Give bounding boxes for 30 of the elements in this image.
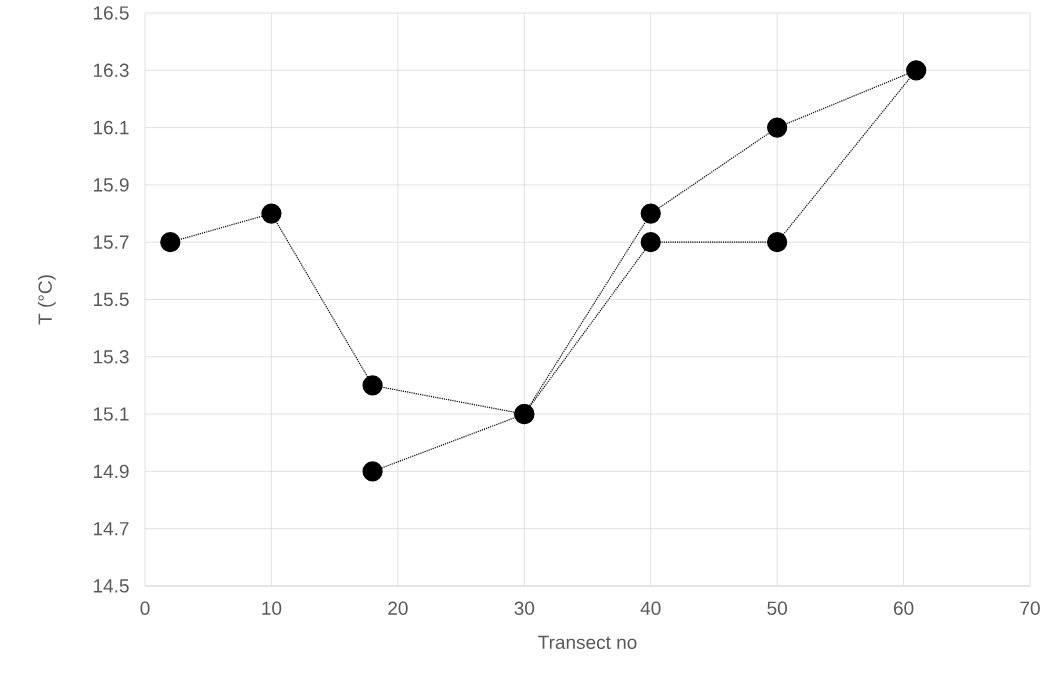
y-tick-label: 14.7 — [93, 522, 129, 536]
point — [906, 60, 927, 81]
x-tick-label: 20 — [388, 601, 408, 615]
x-tick-label: 60 — [893, 601, 914, 615]
point — [640, 232, 661, 253]
point — [160, 232, 181, 253]
y-tick-label: 16.3 — [93, 63, 129, 78]
x-tick-label: 0 — [140, 601, 150, 615]
point — [640, 203, 661, 224]
y-axis-title: T (°C) — [37, 275, 56, 325]
point — [261, 203, 282, 224]
x-tick-label: 50 — [767, 601, 787, 615]
point — [767, 232, 788, 253]
point — [767, 117, 788, 138]
y-tick-label: 15.1 — [93, 407, 129, 421]
x-tick-label: 70 — [1020, 601, 1040, 615]
y-tick-label: 14.5 — [93, 579, 129, 593]
y-tick-label: 16.1 — [93, 120, 129, 135]
y-tick-label: 15.7 — [93, 235, 129, 249]
y-tick-label: 15.3 — [93, 350, 129, 364]
x-tick-label: 40 — [640, 601, 661, 615]
y-tick-label: 15.9 — [93, 178, 129, 192]
x-tick-label: 30 — [514, 601, 535, 615]
y-tick-label: 16.5 — [93, 6, 129, 20]
x-axis-title: Transect no — [538, 635, 637, 650]
x-tick-label: 10 — [262, 601, 282, 615]
y-tick-label: 15.5 — [93, 292, 129, 307]
point — [362, 375, 383, 396]
y-tick-label: 14.9 — [93, 464, 129, 479]
point — [362, 461, 383, 482]
